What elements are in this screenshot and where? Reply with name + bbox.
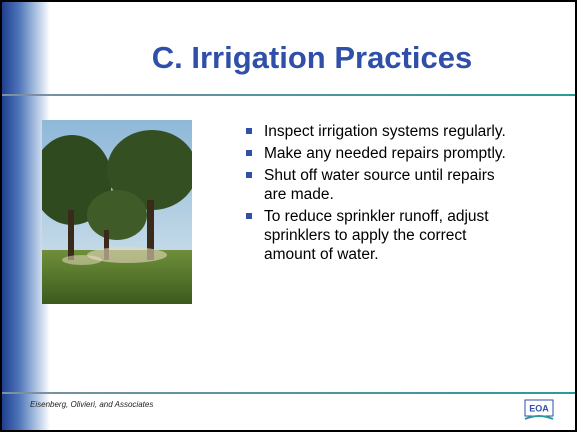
- divider: [2, 392, 575, 394]
- bullet: To reduce sprinkler runoff, adjust sprin…: [246, 207, 516, 264]
- logo-text: EOA: [529, 403, 549, 413]
- bullet-list: Inspect irrigation systems regularly. Ma…: [246, 122, 516, 267]
- divider: [2, 94, 575, 96]
- bullet: Make any needed repairs promptly.: [246, 144, 516, 163]
- slide: C. Irrigation Practices Inspect irrigati…: [0, 0, 577, 432]
- logo: EOA: [524, 399, 554, 423]
- bullet: Shut off water source until repairs are …: [246, 166, 516, 204]
- footer: Eisenberg, Olivieri, and Associates: [30, 400, 153, 409]
- slide-title: C. Irrigation Practices: [62, 40, 562, 76]
- photo: [42, 120, 192, 304]
- bullet: Inspect irrigation systems regularly.: [246, 122, 516, 141]
